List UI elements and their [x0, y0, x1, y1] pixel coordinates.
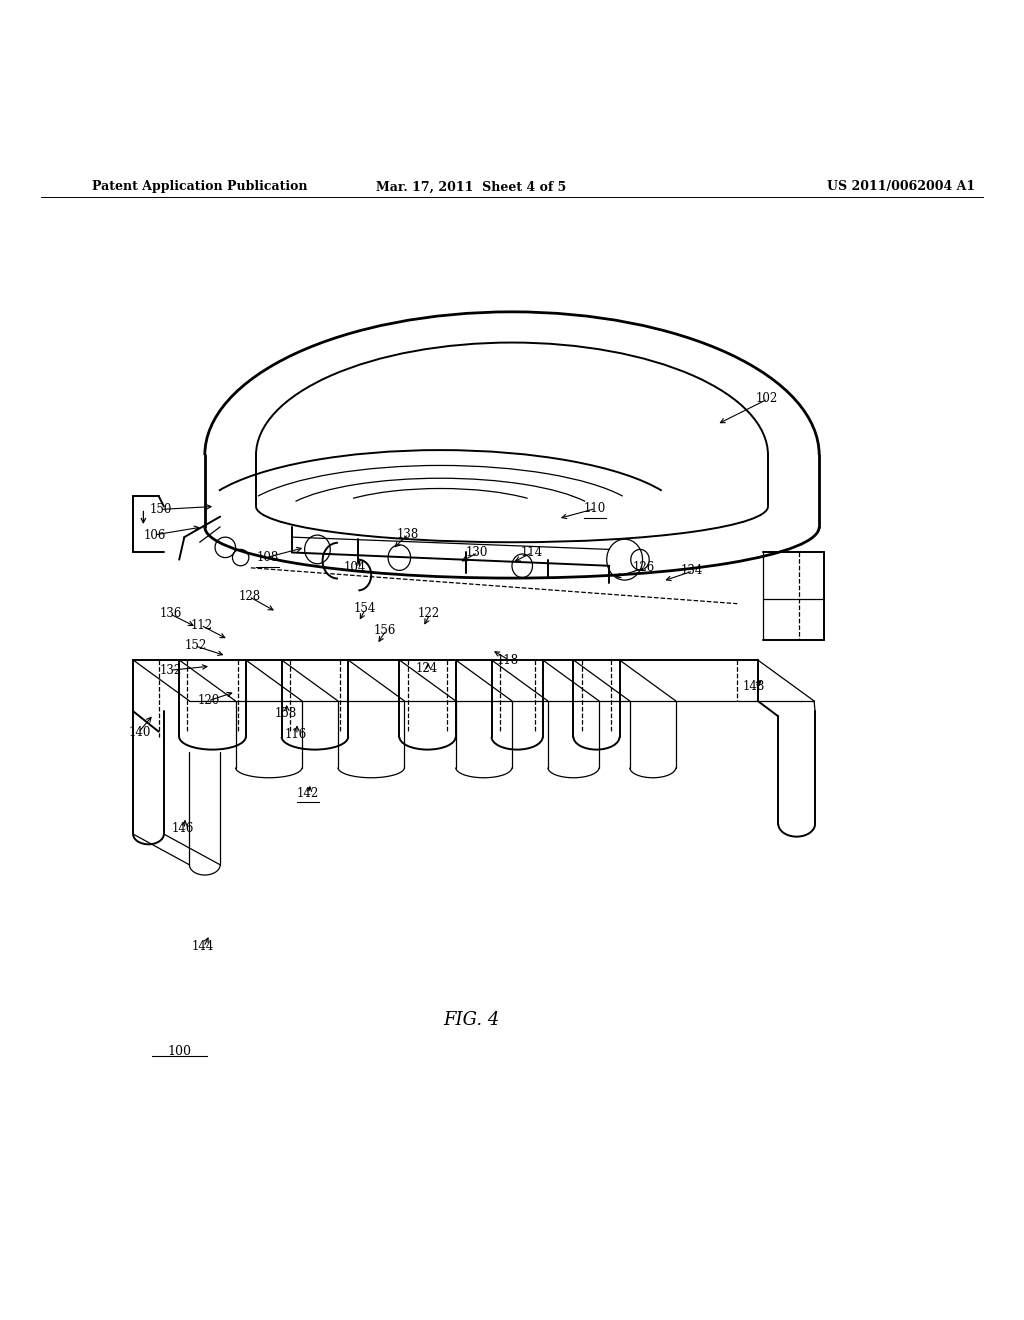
Text: 114: 114 [520, 546, 543, 558]
Text: 136: 136 [160, 607, 182, 620]
Text: 144: 144 [191, 940, 214, 953]
Text: 118: 118 [497, 653, 519, 667]
Text: Patent Application Publication: Patent Application Publication [92, 181, 307, 194]
Text: 100: 100 [167, 1044, 191, 1057]
Text: 120: 120 [198, 694, 220, 708]
Text: 110: 110 [584, 502, 606, 515]
Text: 106: 106 [143, 528, 166, 541]
Text: 104: 104 [344, 561, 367, 574]
Text: 142: 142 [297, 787, 319, 800]
Text: 102: 102 [756, 392, 778, 405]
Text: 124: 124 [416, 661, 438, 675]
Text: 146: 146 [172, 822, 195, 836]
Text: 134: 134 [681, 565, 703, 577]
Text: 122: 122 [418, 607, 440, 620]
Text: 138: 138 [396, 528, 419, 541]
Text: 128: 128 [239, 590, 261, 603]
Text: 140: 140 [128, 726, 151, 739]
Text: Mar. 17, 2011  Sheet 4 of 5: Mar. 17, 2011 Sheet 4 of 5 [376, 181, 566, 194]
Text: 148: 148 [742, 680, 765, 693]
Text: 158: 158 [274, 706, 297, 719]
Text: 130: 130 [466, 546, 488, 558]
Text: 150: 150 [150, 503, 172, 516]
Text: 126: 126 [633, 561, 655, 574]
Text: US 2011/0062004 A1: US 2011/0062004 A1 [827, 181, 975, 194]
Text: 132: 132 [160, 664, 182, 677]
Text: 156: 156 [374, 624, 396, 636]
Text: 152: 152 [184, 639, 207, 652]
Text: 108: 108 [256, 552, 279, 564]
Text: FIG. 4: FIG. 4 [442, 1011, 500, 1030]
Text: 112: 112 [190, 619, 213, 632]
Text: 116: 116 [285, 729, 307, 742]
Text: 154: 154 [353, 602, 376, 615]
